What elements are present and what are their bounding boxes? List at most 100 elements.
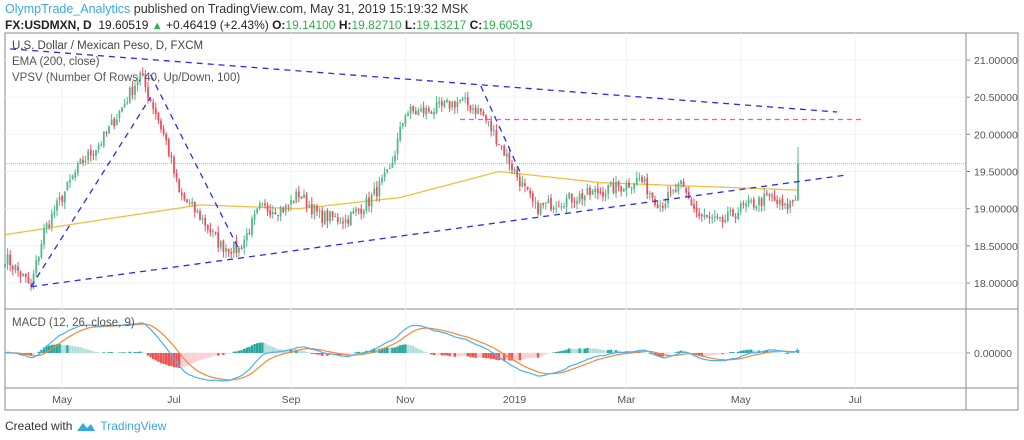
macd-histogram-bar xyxy=(614,350,618,353)
close-value: 19.60519 xyxy=(482,18,533,32)
candle-body xyxy=(635,178,638,185)
macd-histogram-bar xyxy=(133,352,137,353)
candle-body xyxy=(490,121,493,131)
candle-body xyxy=(352,210,355,214)
candle-body xyxy=(126,102,129,104)
candle-body xyxy=(282,207,285,213)
candle-body xyxy=(784,203,786,206)
macd-histogram-bar xyxy=(445,353,449,356)
macd-histogram-bar xyxy=(191,353,194,364)
publish-header: OlympTrade_Analytics published on Tradin… xyxy=(5,2,468,16)
candle-body xyxy=(141,73,144,76)
candle-body xyxy=(368,197,370,207)
candle-body xyxy=(771,195,773,197)
candle-body xyxy=(344,218,347,223)
candle-body xyxy=(128,87,131,103)
candle-body xyxy=(136,81,139,86)
macd-histogram-bar xyxy=(763,350,766,353)
candle-body xyxy=(404,115,407,125)
macd-histogram-bar xyxy=(131,352,134,353)
vpsv-legend[interactable]: VPSV (Number Of Rows, 40, Up/Down, 100) xyxy=(12,72,241,84)
macd-histogram-bar xyxy=(419,349,423,353)
candle-body xyxy=(61,196,64,202)
macd-histogram-bar xyxy=(677,351,680,353)
candle-body xyxy=(154,108,157,114)
macd-histogram-bar xyxy=(97,352,100,353)
macd-histogram-bar xyxy=(237,350,241,353)
macd-histogram-bar xyxy=(188,353,191,365)
candle-body xyxy=(690,199,693,206)
macd-histogram-bar xyxy=(508,353,511,361)
candle-body xyxy=(487,121,490,123)
tradingview-link[interactable]: TradingView xyxy=(100,419,167,433)
candle-body xyxy=(235,240,238,253)
macd-histogram-bar xyxy=(570,348,573,353)
candle-body xyxy=(706,214,708,217)
macd-histogram-bar xyxy=(523,353,527,359)
candle-body xyxy=(238,247,240,253)
candle-body xyxy=(388,167,391,169)
candle-body xyxy=(82,159,84,163)
macd-histogram-bar xyxy=(500,353,503,361)
macd-histogram-bar xyxy=(778,352,781,353)
candle-body xyxy=(217,232,220,248)
candle-body xyxy=(178,179,181,192)
candle-body xyxy=(492,129,495,131)
candle-body xyxy=(466,97,469,106)
macd-histogram-bar xyxy=(497,353,501,361)
candle-body xyxy=(108,125,110,134)
macd-histogram-bar xyxy=(214,353,217,356)
macd-histogram-bar xyxy=(583,348,586,353)
macd-histogram-bar xyxy=(248,346,251,353)
macd-histogram-bar xyxy=(61,344,64,353)
macd-histogram-bar xyxy=(791,353,794,354)
macd-histogram-bar xyxy=(154,353,157,361)
candle-body xyxy=(329,211,331,222)
macd-histogram-bar xyxy=(55,344,59,353)
candle-body xyxy=(71,176,74,179)
candle-body xyxy=(118,111,121,118)
candle-body xyxy=(407,113,409,117)
candle-body xyxy=(550,198,552,210)
macd-histogram-bar xyxy=(490,353,493,359)
ema-legend[interactable]: EMA (200, close) xyxy=(12,56,100,68)
macd-histogram-bar xyxy=(495,353,498,360)
macd-histogram-bar xyxy=(484,353,488,359)
macd-legend[interactable]: MACD (12, 26, close, 9) xyxy=(12,317,135,329)
candle-body xyxy=(721,217,724,223)
candle-body xyxy=(498,144,500,146)
candle-body xyxy=(786,204,789,210)
candle-body xyxy=(737,212,740,220)
macd-histogram-bar xyxy=(183,353,186,368)
candle-body xyxy=(531,193,534,202)
macd-histogram-bar xyxy=(92,351,95,353)
macd-histogram-bar xyxy=(120,352,124,353)
candle-body xyxy=(66,181,69,191)
candle-body xyxy=(693,204,695,209)
macd-histogram-bar xyxy=(648,353,651,354)
macd-histogram-bar xyxy=(656,353,659,357)
macd-histogram-bar xyxy=(430,353,433,355)
candle-body xyxy=(121,107,123,112)
macd-histogram-bar xyxy=(37,351,40,353)
macd-histogram-bar xyxy=(586,348,589,353)
candle-body xyxy=(11,266,14,270)
macd-histogram-bar xyxy=(713,353,716,355)
macd-histogram-bar xyxy=(222,353,225,355)
candle-body xyxy=(557,206,560,208)
symbol-label: FX:USDMXN, D xyxy=(5,18,92,32)
candle-body xyxy=(222,240,225,253)
price-tick-label: 20.50000 xyxy=(974,92,1018,104)
macd-histogram-bar xyxy=(323,353,326,356)
candle-body xyxy=(477,108,480,115)
author-link[interactable]: OlympTrade_Analytics xyxy=(5,2,131,16)
macd-histogram-bar xyxy=(250,345,254,353)
macd-histogram-bar xyxy=(128,351,131,353)
candle-body xyxy=(711,217,714,219)
macd-histogram-bar xyxy=(588,348,592,353)
macd-histogram-bar xyxy=(565,349,568,353)
macd-histogram-bar xyxy=(534,353,537,358)
series-legend[interactable]: U.S. Dollar / Mexican Peso, D, FXCM xyxy=(12,40,204,52)
macd-histogram-bar xyxy=(107,352,111,353)
